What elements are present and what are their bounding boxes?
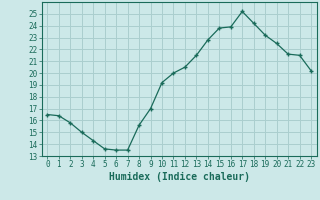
X-axis label: Humidex (Indice chaleur): Humidex (Indice chaleur) xyxy=(109,172,250,182)
